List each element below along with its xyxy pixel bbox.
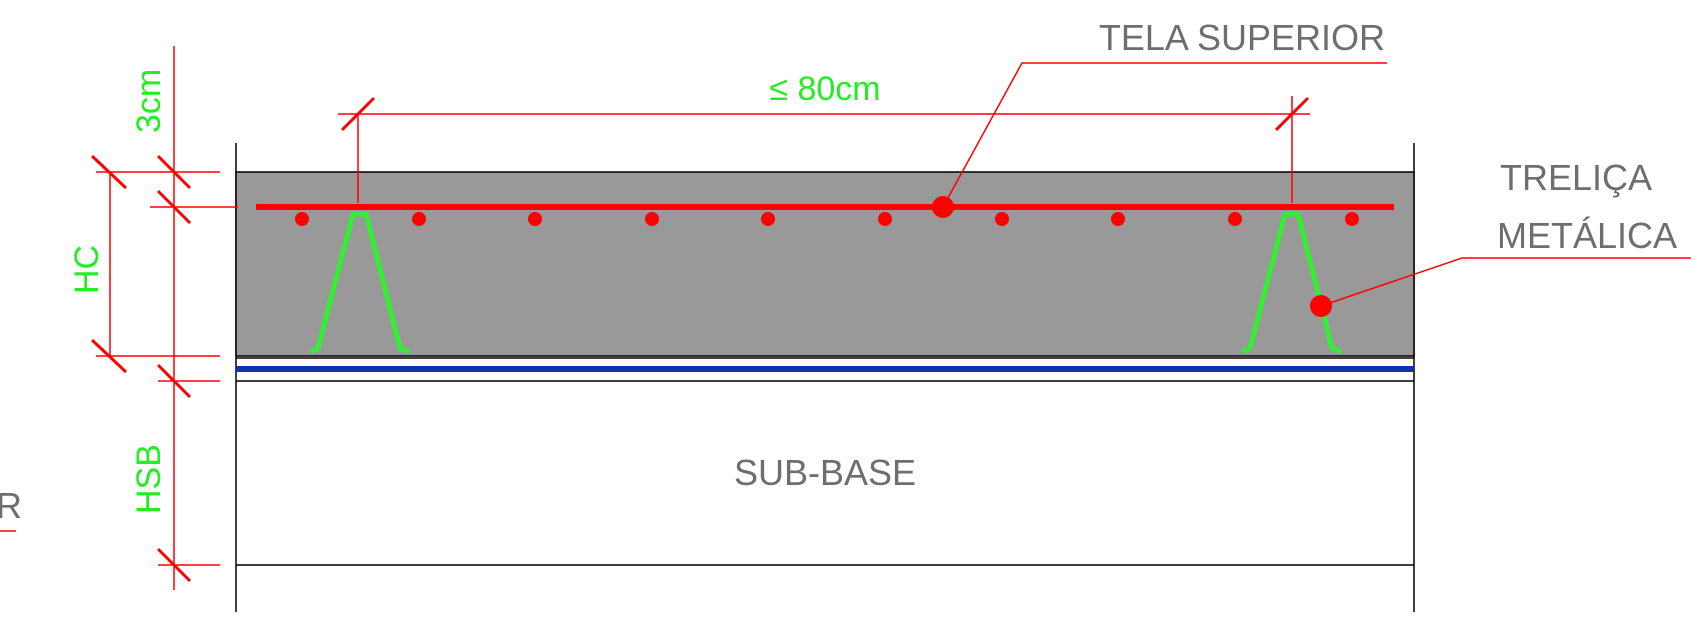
tela-superior-leader (942, 62, 1387, 208)
spacing-label: ≤ 80cm (769, 70, 880, 108)
trelica-marker (1310, 295, 1332, 317)
trelica-leader (1320, 257, 1691, 307)
rebar-dots (295, 212, 1359, 226)
dim-tick (156, 363, 192, 399)
rebar-dot (412, 212, 426, 226)
dim-tick (156, 547, 192, 583)
trelica-label-line1: TRELIÇA (1500, 157, 1652, 198)
sub-base-label: SUB-BASE (734, 452, 916, 493)
spacing-tick-left (340, 96, 376, 132)
rebar-dot (1345, 212, 1359, 226)
concrete-slab (235, 171, 1415, 357)
rebar-dot (995, 212, 1009, 226)
dim-tick (156, 189, 192, 225)
truss-left (309, 211, 411, 355)
hsb-dim-label: HSB (130, 444, 168, 514)
hc-dim-label: HC (68, 245, 106, 294)
dim-tick (156, 154, 192, 190)
cover-dim-label: 3cm (130, 69, 168, 133)
rebar-dot (761, 212, 775, 226)
truss-right (1241, 211, 1343, 355)
dim-tick (90, 338, 128, 374)
rebar-dot (528, 212, 542, 226)
rebar-dot (878, 212, 892, 226)
tela-superior-marker (932, 196, 954, 218)
rebar-dot (295, 212, 309, 226)
rebar-dot (1228, 212, 1242, 226)
trelica-label-line2: METÁLICA (1497, 215, 1677, 256)
spacing-tick-right (1274, 96, 1310, 132)
cut-edge-fragment: R (0, 485, 22, 526)
rebar-dot (645, 212, 659, 226)
tela-superior-label: TELA SUPERIOR (1099, 17, 1385, 58)
dim-tick (90, 154, 128, 190)
rebar-dot (1111, 212, 1125, 226)
